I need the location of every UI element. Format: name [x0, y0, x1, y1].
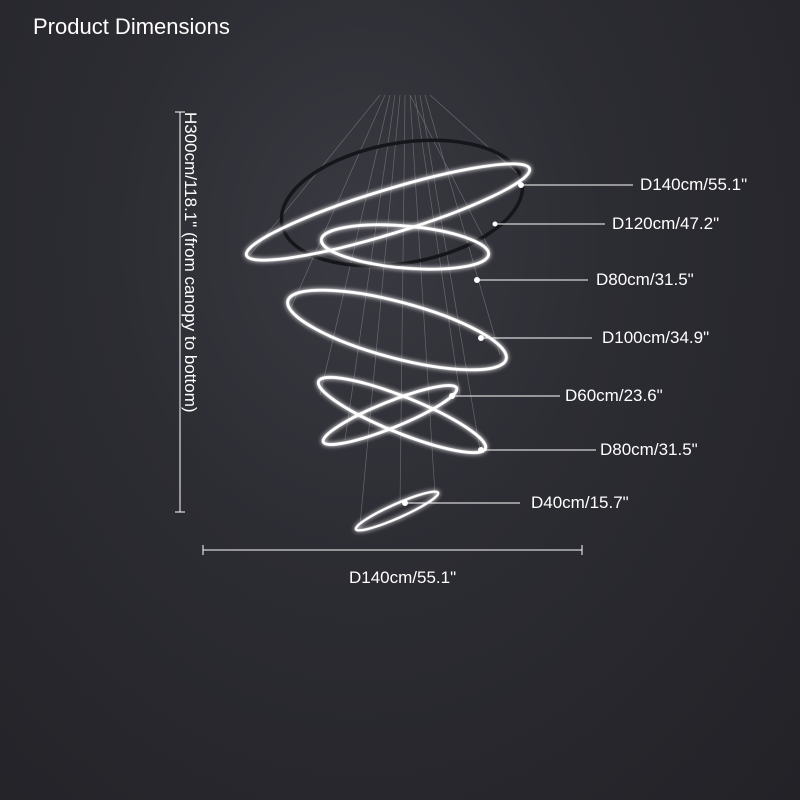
ring-label: D120cm/47.2": [612, 214, 720, 233]
ring-label: D100cm/34.9": [602, 328, 710, 347]
ring-d60: [321, 383, 459, 447]
ring-label: D40cm/15.7": [531, 493, 629, 512]
ring-dark-large: [279, 138, 525, 268]
leader-lines: [402, 182, 633, 506]
ring-d80: [316, 375, 488, 455]
height-dimension-label: H300cm/118.1" (from canopy to bottom): [181, 112, 200, 413]
ring-d120: [319, 223, 491, 271]
ring-label: D80cm/31.5": [600, 440, 698, 459]
ring-d100: [286, 288, 508, 372]
ring-d40: [354, 490, 440, 532]
ring-label: D60cm/23.6": [565, 386, 663, 405]
ring-d140: [244, 162, 532, 262]
width-dimension-label: D140cm/55.1": [349, 568, 457, 587]
ring-label: D80cm/31.5": [596, 270, 694, 289]
ring-label: D140cm/55.1": [640, 175, 748, 194]
page-title: Product Dimensions: [33, 14, 230, 39]
dimension-lines: [175, 111, 583, 555]
